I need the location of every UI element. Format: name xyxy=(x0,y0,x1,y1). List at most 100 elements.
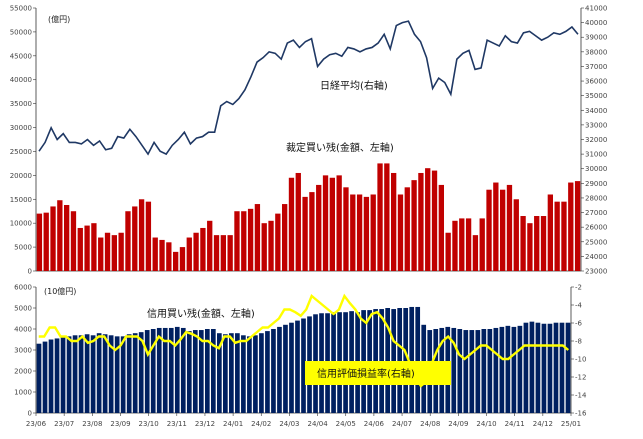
top-left-ticks: 0 5000 10000 15000 20000 25000 30000 35000 40000… xyxy=(10,5,36,276)
x-tick-label: 24/04 xyxy=(307,420,328,428)
right-tick-label: 39000 xyxy=(585,34,607,42)
x-tick-label: 25/01 xyxy=(561,420,581,428)
margin-pnl-label-box xyxy=(305,361,451,385)
bar xyxy=(186,331,192,413)
bar xyxy=(120,336,126,413)
bar xyxy=(336,175,342,271)
bar xyxy=(397,194,404,271)
left-tick-label: 55000 xyxy=(10,5,32,13)
bar xyxy=(84,334,90,413)
top-right-ticks: 23000 24000 25000 26000 27000 28000 29000 30000… xyxy=(581,5,607,276)
bar xyxy=(132,206,138,271)
bar xyxy=(172,251,179,271)
bar xyxy=(102,334,108,413)
bar xyxy=(204,329,210,413)
right-tick-label: 25000 xyxy=(585,238,607,246)
bar xyxy=(511,326,517,413)
bar xyxy=(96,333,102,413)
bar xyxy=(247,336,252,413)
bar xyxy=(159,239,165,271)
x-tick-label: 23/10 xyxy=(139,420,159,428)
bar xyxy=(520,216,526,271)
left-tick-label: 6000 xyxy=(14,284,32,292)
bar xyxy=(350,194,356,271)
bar xyxy=(36,343,42,413)
bottom-left-ticks: 0 1000 2000 3000 4000 5000 6000 xyxy=(14,284,36,418)
bar xyxy=(63,205,70,271)
right-tick-label: -12 xyxy=(575,374,586,382)
bar xyxy=(469,330,475,413)
bar xyxy=(125,211,131,271)
left-tick-label: 25000 xyxy=(10,148,32,156)
bar xyxy=(415,306,421,413)
left-tick-label: 5000 xyxy=(14,305,32,313)
bar xyxy=(404,187,410,271)
bar xyxy=(499,326,505,413)
bar xyxy=(513,199,519,271)
right-tick-label: 27000 xyxy=(585,209,607,217)
bar xyxy=(541,323,547,413)
bar xyxy=(180,327,186,413)
right-tick-label: 26000 xyxy=(585,224,607,232)
right-tick-label: 37000 xyxy=(585,63,607,71)
bar xyxy=(118,232,124,271)
x-tick-label: 24/12 xyxy=(533,420,553,428)
x-tick-label: 24/01 xyxy=(223,420,243,428)
left-tick-label: 45000 xyxy=(10,52,32,60)
bar xyxy=(50,206,56,271)
bar xyxy=(377,163,383,271)
bar xyxy=(384,163,390,271)
bar xyxy=(166,242,172,271)
left-tick-label: 5000 xyxy=(14,244,32,252)
bar xyxy=(54,338,60,413)
bar xyxy=(481,329,487,413)
margin-pnl-line xyxy=(38,293,570,388)
bar xyxy=(535,322,541,413)
bar xyxy=(486,189,492,271)
bar xyxy=(114,336,120,413)
bar xyxy=(174,326,180,413)
x-tick-label: 23/06 xyxy=(26,420,47,428)
bar xyxy=(60,337,66,413)
bar xyxy=(57,200,63,271)
nikkei-line xyxy=(38,20,579,156)
left-tick-label: 40000 xyxy=(10,76,32,84)
bar xyxy=(370,194,376,271)
bar xyxy=(227,235,233,271)
bar xyxy=(561,201,567,271)
x-tick-label: 24/02 xyxy=(251,420,271,428)
right-tick-label: -10 xyxy=(575,356,586,364)
bar xyxy=(234,211,240,271)
bar xyxy=(565,322,571,413)
bar xyxy=(91,223,97,271)
bar xyxy=(223,334,228,413)
bar xyxy=(288,177,295,271)
left-tick-label: 2000 xyxy=(14,368,32,376)
x-tick-label: 23/11 xyxy=(167,420,187,428)
right-tick-label: 38000 xyxy=(585,48,607,56)
bar xyxy=(84,225,90,271)
right-tick-label: 36000 xyxy=(585,78,607,86)
bar xyxy=(363,196,370,271)
bar xyxy=(36,213,43,271)
bar xyxy=(431,170,438,271)
bar xyxy=(283,324,288,413)
bar xyxy=(540,216,547,271)
bar xyxy=(487,329,493,413)
bar xyxy=(499,189,506,271)
top-bar-series xyxy=(36,163,581,271)
bar xyxy=(235,333,240,413)
right-tick-label: 40000 xyxy=(585,19,607,27)
bar xyxy=(207,220,213,271)
bar xyxy=(268,220,274,271)
bar xyxy=(281,204,288,271)
bar xyxy=(220,235,227,271)
x-tick-label: 23/07 xyxy=(54,420,74,428)
right-tick-label: 24000 xyxy=(585,253,607,261)
bar xyxy=(42,341,48,413)
bar xyxy=(472,235,479,271)
right-tick-label: 28000 xyxy=(585,194,607,202)
left-tick-label: 4000 xyxy=(14,326,32,334)
bar xyxy=(505,325,511,413)
